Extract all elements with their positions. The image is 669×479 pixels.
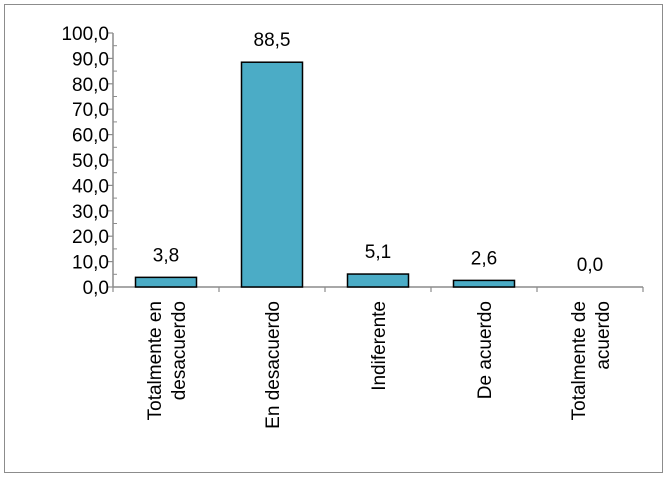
y-tick-label: 70,0 (72, 100, 109, 121)
y-tick-label: 60,0 (72, 126, 109, 147)
x-category-label-line: En desacuerdo (263, 301, 284, 429)
x-category-label-line: desacuerdo (169, 301, 190, 400)
bar (134, 276, 198, 288)
x-category-label-line: Totalmente de (569, 301, 590, 420)
y-tick-label: 90,0 (72, 49, 109, 70)
chart-frame (4, 4, 663, 473)
data-label: 88,5 (254, 30, 291, 51)
x-category-label-line: De acuerdo (475, 301, 496, 399)
bar (346, 273, 410, 288)
data-label: 5,1 (365, 242, 391, 263)
y-tick-label: 20,0 (72, 227, 109, 248)
bar (240, 61, 304, 288)
bar (452, 279, 516, 288)
x-category-label-line: Indiferente (369, 301, 390, 391)
data-label: 0,0 (577, 255, 603, 276)
y-tick-label: 100,0 (61, 24, 109, 45)
data-label: 2,6 (471, 248, 497, 269)
data-label: 3,8 (153, 245, 179, 266)
x-category-label: De acuerdo (475, 301, 496, 399)
x-category-label-line: acuerdo (593, 301, 614, 370)
x-category-label: En desacuerdo (263, 301, 284, 429)
y-tick-label: 30,0 (72, 202, 109, 223)
x-category-label-line: Totalmente en (145, 301, 166, 420)
y-tick-label: 50,0 (72, 151, 109, 172)
x-category-label: Totalmente de acuerdo (569, 301, 614, 420)
y-tick-label: 80,0 (72, 75, 109, 96)
y-tick-label: 0,0 (83, 278, 109, 299)
y-tick-label: 40,0 (72, 176, 109, 197)
x-category-label: Totalmente en desacuerdo (145, 301, 190, 420)
y-tick-label: 10,0 (72, 253, 109, 274)
x-category-label: Indiferente (369, 301, 390, 391)
